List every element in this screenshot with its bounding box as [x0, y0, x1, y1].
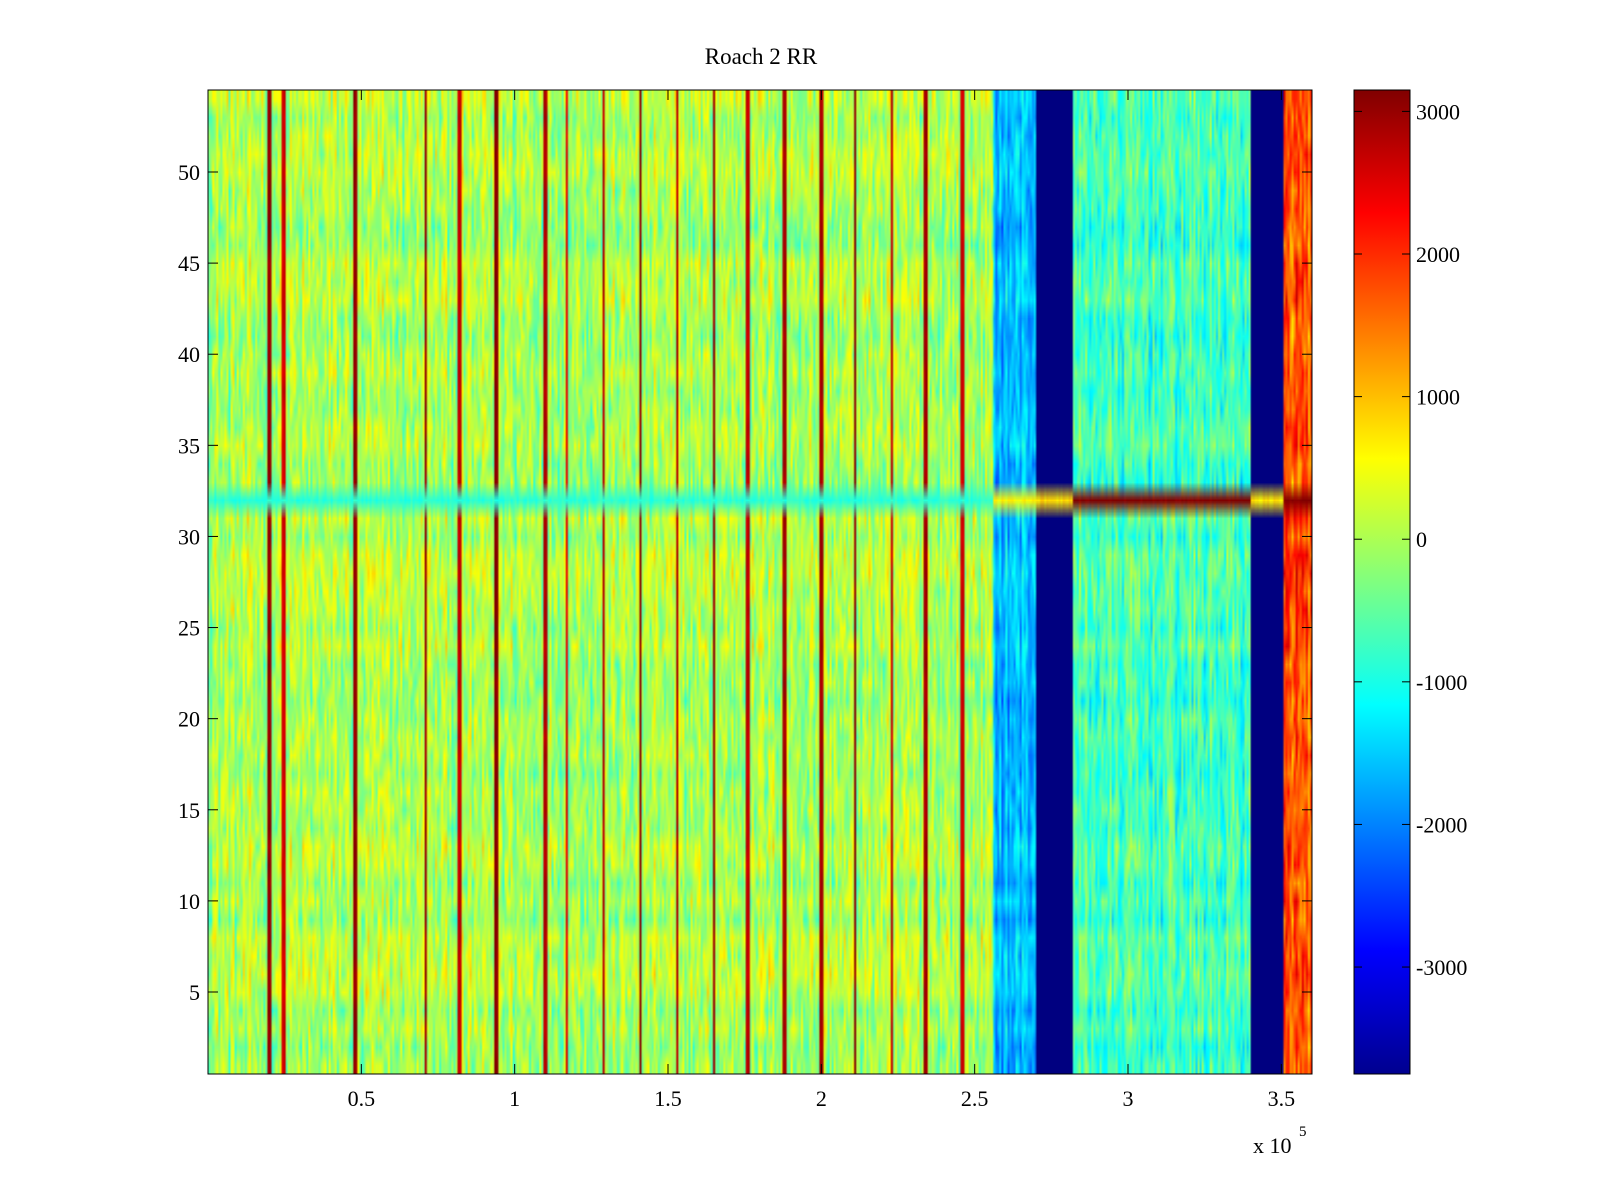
y-tick-label: 50 [178, 160, 200, 185]
y-axis: 5 10 15 20 25 30 35 40 45 50 [178, 160, 1312, 1005]
colorbar-tick-label: -2000 [1416, 812, 1467, 837]
colorbar-tick-label: 2000 [1416, 242, 1460, 267]
y-tick-label: 45 [178, 251, 200, 276]
colorbar-tick-label: 0 [1416, 527, 1427, 552]
x-tick-label: 1.5 [654, 1086, 682, 1111]
y-tick-label: 30 [178, 524, 200, 549]
x-multiplier-exponent: 5 [1299, 1124, 1307, 1140]
y-tick-label: 5 [189, 980, 200, 1005]
colorbar-tick-label: -3000 [1416, 955, 1467, 980]
colorbar-tick-label: 1000 [1416, 385, 1460, 410]
x-axis: 0.5 1 1.5 2 2.5 3 3.5 [348, 90, 1296, 1111]
x-tick-label: 2.5 [961, 1086, 989, 1111]
y-tick-label: 15 [178, 798, 200, 823]
x-tick-label: 3 [1123, 1086, 1134, 1111]
heatmap-image [208, 90, 1312, 1074]
colorbar-axis: -3000 -2000 -1000 0 1000 2000 3000 [1354, 99, 1467, 980]
x-tick-label: 2 [816, 1086, 827, 1111]
colorbar-tick-label: 3000 [1416, 99, 1460, 124]
x-tick-label: 3.5 [1268, 1086, 1296, 1111]
colorbar-tick-label: -1000 [1416, 670, 1467, 695]
y-tick-label: 20 [178, 707, 200, 732]
y-tick-label: 10 [178, 889, 200, 914]
plot-frame [207, 89, 1313, 1075]
y-tick-label: 35 [178, 433, 200, 458]
chart-title: Roach 2 RR [704, 44, 818, 69]
colorbar [1353, 89, 1411, 1075]
x-tick-label: 1 [509, 1086, 520, 1111]
x-tick-label: 0.5 [348, 1086, 376, 1111]
y-tick-label: 25 [178, 616, 200, 641]
x-multiplier-label: x 10 [1253, 1133, 1292, 1158]
y-tick-label: 40 [178, 342, 200, 367]
